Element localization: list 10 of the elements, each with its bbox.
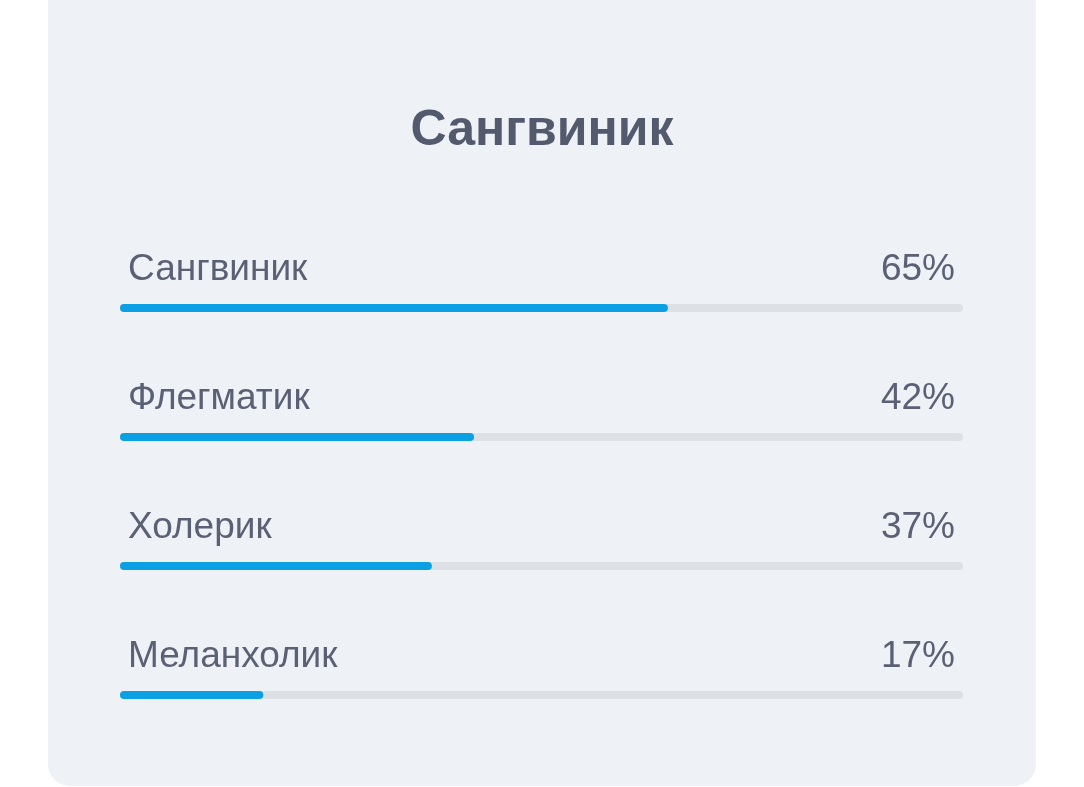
y-tick-label: Меланхолик <box>128 634 339 675</box>
chart-title: Сангвиник <box>410 100 675 156</box>
data-label: 42% <box>880 376 955 417</box>
y-tick-label: Сангвиник <box>128 247 309 288</box>
bar <box>120 691 264 699</box>
y-tick-label: Флегматик <box>128 376 311 417</box>
data-label: 37% <box>880 505 955 546</box>
data-label: 17% <box>880 634 955 675</box>
data-label: 65% <box>880 247 955 288</box>
y-tick-label: Холерик <box>128 505 273 546</box>
